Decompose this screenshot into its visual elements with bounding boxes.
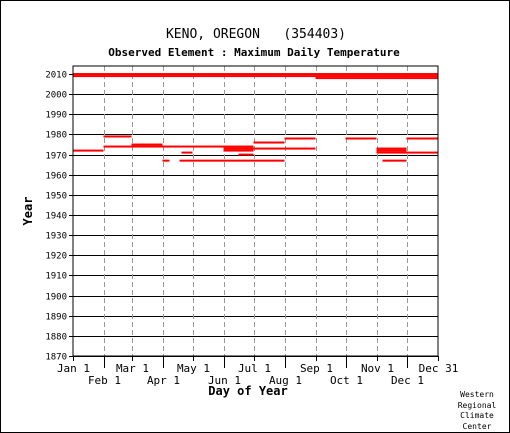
data-segment bbox=[181, 151, 193, 154]
data-segment bbox=[162, 145, 254, 148]
x-tick-label: Aug 1 bbox=[269, 374, 302, 387]
chart-title: KENO, OREGON (354403) bbox=[166, 27, 346, 42]
y-tick-label: 2010 bbox=[45, 71, 67, 81]
data-segment bbox=[103, 135, 132, 138]
data-segment bbox=[223, 149, 254, 152]
y-tick-label: 1980 bbox=[45, 131, 67, 141]
y-tick-label: 2000 bbox=[45, 91, 67, 101]
y-tick-label: 1940 bbox=[45, 212, 67, 222]
data-segment bbox=[376, 149, 407, 152]
data-segment bbox=[72, 73, 439, 76]
data-segment bbox=[315, 77, 439, 80]
credit-block: Western Regional Climate Center bbox=[447, 390, 507, 432]
data-segment bbox=[376, 151, 439, 154]
data-segment bbox=[253, 141, 285, 144]
data-segment bbox=[131, 145, 163, 148]
data-segment bbox=[223, 147, 254, 150]
credit-line: Regional bbox=[457, 400, 497, 410]
y-axis-ticks: 1870 1880 1890 1900 1910 1920 1930 1940 1950 1960… bbox=[45, 71, 73, 363]
x-tick-label: Jul 1 bbox=[238, 362, 271, 375]
data-segment bbox=[162, 159, 170, 162]
data-segment bbox=[382, 159, 407, 162]
data-segment bbox=[72, 75, 439, 78]
data-segment bbox=[72, 149, 104, 152]
x-tick-label: Dec 31 bbox=[419, 362, 459, 375]
x-tick-label: Oct 1 bbox=[330, 374, 363, 387]
x-axis-label: Day of Year bbox=[208, 384, 287, 398]
y-tick-label: 1910 bbox=[45, 272, 67, 282]
y-tick-label: 1880 bbox=[45, 333, 67, 343]
x-tick-label: Sep 1 bbox=[300, 362, 333, 375]
y-axis-label: Year bbox=[21, 197, 35, 226]
x-tick-label: Feb 1 bbox=[88, 374, 121, 387]
x-tick-label: Mar 1 bbox=[116, 362, 149, 375]
x-tick-label: May 1 bbox=[177, 362, 210, 375]
data-segment bbox=[103, 145, 132, 148]
x-tick-label: Jun 1 bbox=[208, 374, 241, 387]
y-tick-label: 1930 bbox=[45, 232, 67, 242]
data-segment bbox=[406, 137, 439, 140]
y-tick-label: 1960 bbox=[45, 172, 67, 182]
y-tick-label: 1890 bbox=[45, 313, 67, 323]
chart-subtitle: Observed Element : Maximum Daily Tempera… bbox=[108, 46, 400, 59]
x-tick-label: Nov 1 bbox=[361, 362, 394, 375]
y-tick-label: 1950 bbox=[45, 192, 67, 202]
data-segment bbox=[376, 147, 407, 150]
credit-line: Climate bbox=[460, 411, 494, 420]
grid-lines bbox=[73, 66, 438, 357]
y-tick-label: 1900 bbox=[45, 293, 67, 303]
x-tick-label: Apr 1 bbox=[147, 374, 180, 387]
y-tick-label: 1970 bbox=[45, 152, 67, 162]
data-segment bbox=[179, 159, 285, 162]
data-segment bbox=[131, 143, 163, 146]
data-marks bbox=[72, 73, 439, 162]
y-tick-label: 1990 bbox=[45, 111, 67, 121]
y-tick-label: 1920 bbox=[45, 252, 67, 262]
credit-line: Center bbox=[462, 421, 492, 431]
x-tick-label: Dec 1 bbox=[391, 374, 424, 387]
credit-line: Western bbox=[460, 390, 494, 399]
x-tick-label: Jan 1 bbox=[57, 362, 90, 375]
data-segment bbox=[238, 153, 254, 156]
data-segment bbox=[253, 147, 316, 150]
data-segment bbox=[345, 137, 377, 140]
data-segment bbox=[284, 137, 316, 140]
plot-area bbox=[72, 65, 439, 357]
y-tick-label: 1870 bbox=[45, 353, 67, 363]
